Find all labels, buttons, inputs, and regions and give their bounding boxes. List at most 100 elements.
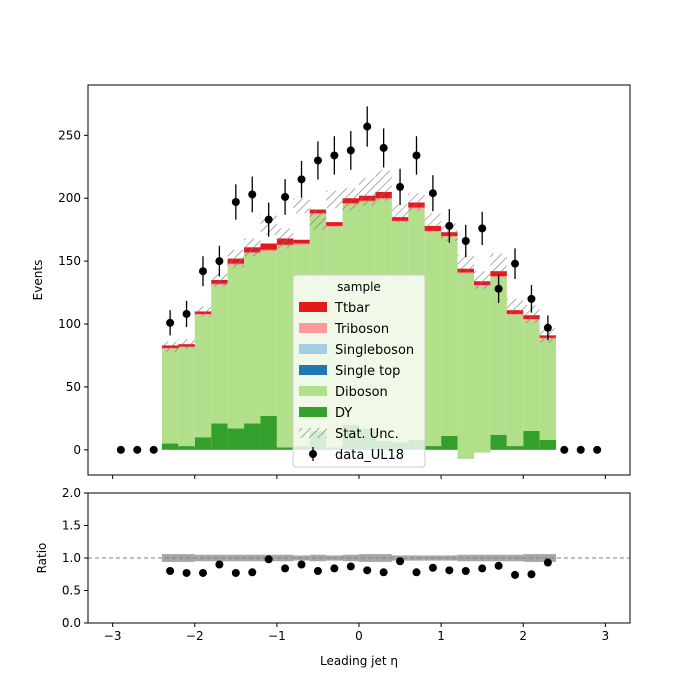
ratio-point	[166, 567, 175, 575]
legend-swatch-dy	[299, 407, 327, 417]
bar-triboson	[326, 225, 343, 228]
y-tick-label: 2.0	[62, 486, 81, 500]
bar-diboson	[473, 287, 491, 453]
ratio-point	[313, 567, 322, 575]
legend-label-data-ul18: data_UL18	[335, 448, 404, 463]
ratio-point	[264, 555, 273, 564]
ratio-point	[511, 570, 520, 579]
bar-diboson	[227, 264, 245, 429]
data-point	[560, 445, 569, 454]
data-point	[379, 143, 388, 152]
stat-unc-bin	[178, 339, 195, 350]
data-points	[116, 106, 602, 454]
ratio-band-bin	[359, 554, 376, 562]
ratio-point	[198, 568, 207, 577]
bar-diboson	[276, 246, 294, 448]
bar-dy	[276, 447, 294, 450]
data-point	[264, 215, 273, 224]
stat-unc-bin	[211, 273, 228, 287]
stat-unc-bin	[391, 204, 409, 223]
data-point	[133, 445, 142, 454]
bar-diboson	[178, 347, 195, 447]
ratio-y-axis-label: Ratio	[35, 543, 49, 574]
ratio-point	[346, 562, 355, 571]
x-tick-label: −2	[186, 629, 204, 643]
y-tick-label: 50	[66, 380, 81, 394]
bar-dy	[539, 439, 557, 450]
ratio-point	[396, 557, 405, 566]
y-tick-label: 0.0	[62, 616, 81, 630]
data-point	[576, 445, 585, 454]
ratio-point	[182, 568, 191, 577]
x-tick-label: 1	[437, 629, 445, 643]
bar-diboson	[260, 251, 277, 416]
data-point	[511, 259, 520, 268]
data-point	[116, 445, 125, 454]
x-tick-label: 0	[355, 629, 363, 643]
y-tick-label: 150	[58, 254, 81, 268]
ratio-band-bin	[211, 554, 228, 562]
stat-unc-bin	[227, 249, 245, 268]
x-tick-label: −1	[268, 629, 286, 643]
y-tick-label: 200	[58, 191, 81, 205]
y-tick-label: 0	[73, 443, 81, 457]
legend-label-ttbar: Ttbar	[334, 301, 370, 316]
bar-dy	[260, 415, 277, 450]
bar-diboson	[194, 315, 212, 438]
ratio-panel: −3 −2 −1 0 1 2 3 0.0 0.5 1.0 1.5 2.0 Ratio Leading …	[35, 486, 631, 668]
data-point	[313, 156, 322, 165]
legend-swatch-single-top	[299, 365, 327, 375]
data-point	[543, 323, 552, 332]
data-point	[215, 257, 224, 266]
bar-dy	[441, 436, 458, 450]
bar-dy	[244, 423, 261, 450]
stat-unc-bin	[375, 170, 392, 201]
data-point	[297, 175, 306, 184]
bar-triboson	[506, 313, 524, 316]
ratio-band-bin	[539, 554, 557, 562]
ratio-point	[363, 566, 372, 575]
stat-unc-bin	[194, 306, 212, 317]
data-point	[461, 237, 470, 245]
main-panel: 0 50 100 150 200 250 Events sample Ttbar Tribos…	[31, 84, 631, 479]
bar-dy	[178, 446, 195, 450]
legend-title: sample	[337, 280, 381, 294]
ratio-band-bin	[441, 555, 458, 561]
ratio-point	[297, 560, 306, 569]
data-point	[198, 267, 207, 276]
ratio-axes: −3 −2 −1 0 1 2 3 0.0 0.5 1.0 1.5 2.0	[62, 486, 631, 643]
legend-label-singleboson: Singleboson	[335, 343, 414, 358]
ratio-point	[412, 568, 421, 577]
ratio-band-bin	[490, 554, 507, 562]
data-point	[478, 224, 487, 233]
legend-swatch-triboson	[299, 323, 327, 333]
stat-unc-bin	[244, 238, 261, 257]
data-point	[149, 445, 158, 454]
ratio-band-bin	[309, 554, 327, 562]
data-point	[593, 445, 602, 454]
x-tick-label: 3	[602, 629, 610, 643]
bar-triboson	[424, 230, 442, 233]
data-point	[428, 189, 437, 198]
ratio-point	[330, 564, 339, 573]
ratio-point	[215, 560, 224, 569]
stat-unc-bin	[523, 305, 540, 323]
ratio-point	[478, 564, 487, 573]
legend-swatch-diboson	[299, 386, 327, 396]
data-point	[494, 284, 503, 293]
ratio-point	[428, 563, 437, 572]
bar-diboson	[490, 277, 507, 435]
data-point	[231, 198, 240, 206]
bar-diboson	[523, 320, 540, 431]
legend: sample Ttbar Triboson Singleboson Single top…	[292, 274, 426, 468]
y-tick-label: 250	[58, 128, 81, 142]
bar-diboson	[161, 349, 179, 444]
bar-dy	[424, 446, 442, 450]
main-y-axis-label: Events	[31, 260, 45, 301]
bar-diboson	[424, 232, 442, 447]
ratio-point	[281, 564, 290, 573]
bar-triboson	[457, 272, 474, 274]
data-point	[346, 146, 355, 155]
bar-ttbar	[260, 243, 277, 250]
stat-unc-bin	[359, 178, 376, 206]
